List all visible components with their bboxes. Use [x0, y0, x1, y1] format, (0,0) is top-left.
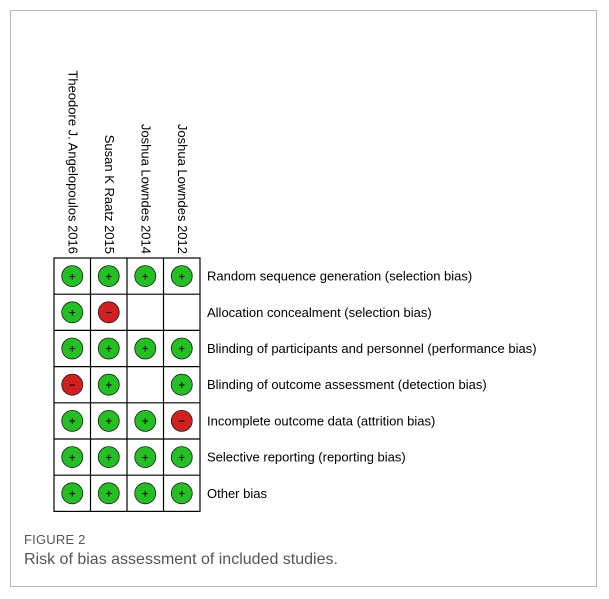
judgement-symbol: + — [178, 381, 186, 391]
judgement-low-marker — [170, 446, 193, 469]
judgement-low-marker — [134, 265, 157, 288]
judgement-symbol: + — [68, 490, 76, 500]
judgement-high-marker — [170, 409, 193, 432]
domain-label: Blinding of outcome assessment (detectio… — [207, 377, 487, 392]
judgement-symbol: + — [141, 272, 149, 282]
study-label: Theodore J. Angelopoulos 2016 — [65, 70, 80, 254]
judgement-symbol: + — [178, 345, 186, 355]
domain-label: Blinding of participants and personnel (… — [207, 341, 537, 356]
judgement-low-marker — [61, 482, 84, 505]
judgement-symbol: − — [178, 417, 186, 427]
judgement-low-marker — [134, 446, 157, 469]
judgement-low-marker — [97, 482, 120, 505]
judgement-symbol: − — [68, 381, 76, 391]
judgement-symbol: + — [105, 345, 113, 355]
judgement-low-marker — [61, 446, 84, 469]
figure-label: FIGURE 2 — [24, 532, 86, 547]
judgement-high-marker — [61, 373, 84, 396]
judgement-symbol: + — [178, 453, 186, 463]
judgement-low-marker — [134, 409, 157, 432]
domain-label: Selective reporting (reporting bias) — [207, 450, 406, 465]
judgement-symbol: + — [105, 490, 113, 500]
judgement-symbol: + — [105, 453, 113, 463]
judgement-low-marker — [61, 301, 84, 324]
judgement-symbol: + — [105, 381, 113, 391]
judgement-low-marker — [170, 482, 193, 505]
judgement-low-marker — [61, 409, 84, 432]
judgement-symbol: + — [178, 490, 186, 500]
judgement-grid: + + + + + − + + + + − + + + + + − + + + + + + + + — [53, 257, 201, 512]
judgement-high-marker — [97, 301, 120, 324]
judgement-low-marker — [170, 337, 193, 360]
figure-caption: Risk of bias assessment of included stud… — [24, 551, 338, 568]
judgement-symbol: + — [68, 345, 76, 355]
judgement-low-marker — [134, 482, 157, 505]
study-label: Joshua Lowndes 2012 — [175, 124, 190, 254]
domain-label: Allocation concealment (selection bias) — [207, 305, 432, 320]
judgement-symbol: + — [68, 417, 76, 427]
judgement-symbol: + — [141, 453, 149, 463]
judgement-symbol: + — [178, 272, 186, 282]
study-label: Susan K Raatz 2015 — [102, 135, 117, 254]
judgement-low-marker — [170, 373, 193, 396]
study-label: Joshua Lowndes 2014 — [138, 124, 153, 254]
judgement-symbol: + — [141, 417, 149, 427]
domain-labels: Random sequence generation (selection bi… — [207, 269, 537, 501]
risk-of-bias-chart: Theodore J. Angelopoulos 2016 Susan K Raa… — [53, 70, 537, 512]
judgement-low-marker — [61, 337, 84, 360]
judgement-symbol: + — [68, 309, 76, 319]
study-labels: Theodore J. Angelopoulos 2016 Susan K Raa… — [65, 70, 190, 254]
judgement-symbol: + — [141, 345, 149, 355]
domain-label: Random sequence generation (selection bi… — [207, 269, 472, 284]
judgement-low-marker — [97, 337, 120, 360]
judgement-low-marker — [97, 265, 120, 288]
judgement-low-marker — [134, 337, 157, 360]
judgement-symbol: + — [141, 490, 149, 500]
judgement-low-marker — [61, 265, 84, 288]
judgement-symbol: + — [68, 453, 76, 463]
judgement-low-marker — [97, 446, 120, 469]
judgement-symbol: + — [105, 272, 113, 282]
domain-label: Other bias — [207, 486, 267, 501]
judgement-symbol: + — [105, 417, 113, 427]
judgement-symbol: + — [68, 272, 76, 282]
judgement-symbol: − — [105, 309, 113, 319]
judgement-low-marker — [97, 409, 120, 432]
judgement-low-marker — [170, 265, 193, 288]
domain-label: Incomplete outcome data (attrition bias) — [207, 413, 435, 428]
judgement-low-marker — [97, 373, 120, 396]
